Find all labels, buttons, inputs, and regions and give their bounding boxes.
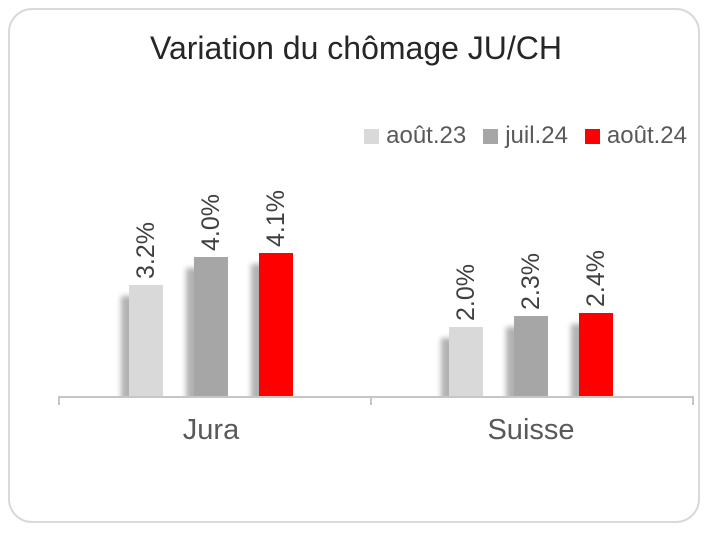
legend-label: juil.24 — [505, 122, 568, 149]
legend-swatch-icon — [584, 128, 600, 144]
data-label-suisse-ao-t-24: 2.4% — [582, 250, 610, 307]
bar-jura-ao-t-24 — [259, 253, 293, 397]
bar-jura-juil-24 — [194, 257, 228, 397]
plot-area: 3.2% 4.0% 4.1% 2.0% 2.3% 2.4% — [129, 190, 613, 397]
bar-jura-ao-t-23 — [129, 285, 163, 397]
bar-suisse-ao-t-24 — [579, 313, 613, 397]
legend-label: août.24 — [606, 122, 687, 149]
bar-suisse-juil-24 — [514, 316, 548, 397]
category-label-jura: Jura — [182, 414, 240, 446]
data-label-jura-ao-t-23: 3.2% — [132, 222, 160, 279]
bar-suisse-ao-t-23 — [449, 327, 483, 397]
data-label-suisse-ao-t-23: 2.0% — [452, 264, 480, 321]
data-label-suisse-juil-24: 2.3% — [517, 253, 545, 310]
x-axis-line — [58, 396, 694, 398]
chart-card — [8, 8, 700, 523]
legend-item-juil-24: juil.24 — [483, 124, 568, 148]
category-label-suisse: Suisse — [487, 414, 575, 446]
legend: août.23 juil.24 août.24 — [364, 124, 687, 148]
data-label-jura-ao-t-24: 4.1% — [262, 190, 290, 247]
legend-item-ao-t-23: août.23 — [364, 124, 466, 148]
x-axis-tick — [692, 396, 694, 405]
chart-title: Variation du chômage JU/CH — [149, 30, 563, 66]
legend-swatch-icon — [483, 128, 499, 144]
legend-item-ao-t-24: août.24 — [584, 122, 687, 149]
legend-swatch-icon — [364, 128, 380, 144]
x-axis-tick — [58, 396, 60, 405]
data-label-jura-juil-24: 4.0% — [197, 194, 225, 251]
legend-label: août.23 — [386, 122, 467, 149]
x-axis-tick — [370, 396, 372, 405]
